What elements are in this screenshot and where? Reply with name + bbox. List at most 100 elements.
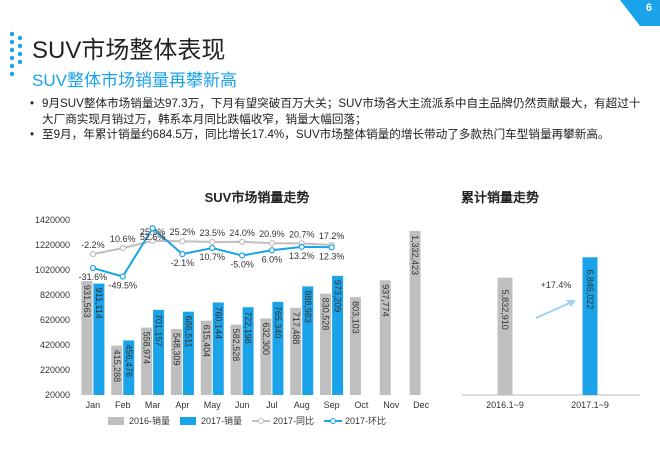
line-marker (89, 264, 97, 272)
arrow-head (566, 300, 576, 307)
line-marker (179, 238, 186, 245)
value-label: 456,476 (124, 344, 134, 377)
bar (332, 275, 344, 395)
bar (230, 324, 242, 395)
x-tick-label: Apr (175, 400, 189, 410)
value-label: -2.1% (171, 258, 195, 268)
value-label: 558,974 (142, 332, 152, 365)
value-label: 25.9% (140, 227, 166, 237)
bar (349, 297, 361, 395)
value-label: 717,488 (291, 312, 301, 345)
value-label: 12.3% (319, 251, 345, 261)
bar (409, 230, 421, 395)
value-label: 10.7% (199, 252, 225, 262)
bullets: 9月SUV整体市场销量达97.3万，下月有望突破百万大关；SUV市场各大主流派系… (30, 96, 642, 143)
x-tick-label: Nov (383, 400, 400, 410)
arrow (535, 301, 573, 319)
value-label: 911,114 (94, 288, 104, 319)
value-label: 6.0% (262, 254, 283, 264)
chart-title: SUV市场销量走势 (205, 190, 310, 205)
legend-label: 2017-同比 (273, 415, 314, 426)
value-label: 52.6% (140, 232, 166, 242)
value-label: 20.9% (259, 229, 285, 239)
value-label: 686,511 (183, 316, 193, 348)
y-tick-label: 1420000 (35, 215, 70, 225)
y-tick-label: 1020000 (35, 265, 70, 275)
legend-label: 2017-销量 (201, 415, 242, 426)
line-marker (298, 243, 305, 250)
value-label: 931,563 (82, 285, 92, 318)
value-label: 760,144 (213, 306, 223, 339)
value-label: -2.2% (81, 240, 105, 250)
value-label: 5,832,910 (500, 290, 510, 330)
line-marker (209, 238, 216, 246)
value-label: -49.5% (108, 281, 137, 291)
value-label: 803,103 (350, 301, 360, 334)
line-marker (179, 251, 186, 258)
legend-swatch (258, 418, 264, 424)
annotation: +17.4% (541, 280, 572, 290)
bullet: 9月SUV整体市场销量达97.3万，下月有望突破百万大关；SUV市场各大主流派系… (30, 96, 642, 127)
y-tick-label: 820000 (40, 290, 70, 300)
x-tick-label: May (204, 400, 222, 410)
x-tick-label: 2017.1~9 (571, 400, 609, 410)
x-tick-label: Sep (324, 400, 340, 410)
chart-title: 累计销量走势 (461, 190, 539, 205)
legend-swatch (330, 418, 336, 424)
y-tick-label: 620000 (40, 315, 70, 325)
x-tick-label: 2016.1~9 (486, 400, 524, 410)
value-label: 973,209 (333, 280, 343, 313)
value-label: 1,332,423 (410, 235, 420, 275)
bar (200, 320, 212, 395)
value-label: 415,288 (112, 350, 122, 383)
value-label: 937,774 (380, 284, 390, 317)
value-label: 6,845,022 (585, 269, 595, 309)
y-tick-label: 220000 (40, 365, 70, 375)
page-number: 6 (645, 2, 652, 14)
line-marker (119, 273, 126, 280)
x-tick-label: Dec (413, 400, 430, 410)
bar (111, 345, 123, 395)
bar (153, 309, 165, 395)
line-marker (209, 244, 216, 252)
legend-swatch (108, 417, 124, 425)
x-tick-label: Aug (294, 400, 310, 410)
bar (141, 327, 153, 395)
bar (81, 281, 93, 395)
value-label: -5.0% (230, 259, 254, 269)
bar (123, 340, 135, 395)
page-badge (620, 0, 660, 26)
legend-label: 2017-环比 (345, 415, 386, 426)
y-tick-label: 420000 (40, 340, 70, 350)
bar (582, 257, 598, 395)
bar (260, 318, 272, 395)
line-marker (238, 238, 246, 245)
x-tick-label: Jan (86, 400, 101, 410)
bar (272, 301, 284, 395)
value-label: 722,198 (243, 311, 253, 344)
value-label: 582,528 (231, 329, 241, 362)
bar (93, 283, 105, 395)
value-label: 17.2% (319, 231, 345, 241)
value-label: 20.7% (289, 229, 315, 239)
bar (212, 302, 224, 395)
x-tick-label: Jun (235, 400, 250, 410)
value-label: 25.2% (170, 227, 196, 237)
line-marker (328, 244, 335, 251)
value-label: 24.0% (229, 228, 255, 238)
value-label: 548,309 (171, 333, 181, 366)
bar (170, 328, 182, 395)
slide-title: SUV市场整体表现 (32, 37, 226, 64)
value-label: 765,340 (273, 306, 283, 339)
x-tick-label: Jul (266, 400, 278, 410)
x-tick-label: Feb (115, 400, 131, 410)
value-label: 830,528 (321, 298, 331, 331)
line-marker (238, 252, 246, 259)
bar (182, 311, 194, 395)
value-label: 888,983 (303, 290, 313, 323)
slide-subtitle: SUV整体市场销量再攀新高 (32, 71, 237, 90)
line-marker (89, 251, 97, 258)
bar (242, 307, 254, 395)
value-label: 13.2% (289, 251, 315, 261)
